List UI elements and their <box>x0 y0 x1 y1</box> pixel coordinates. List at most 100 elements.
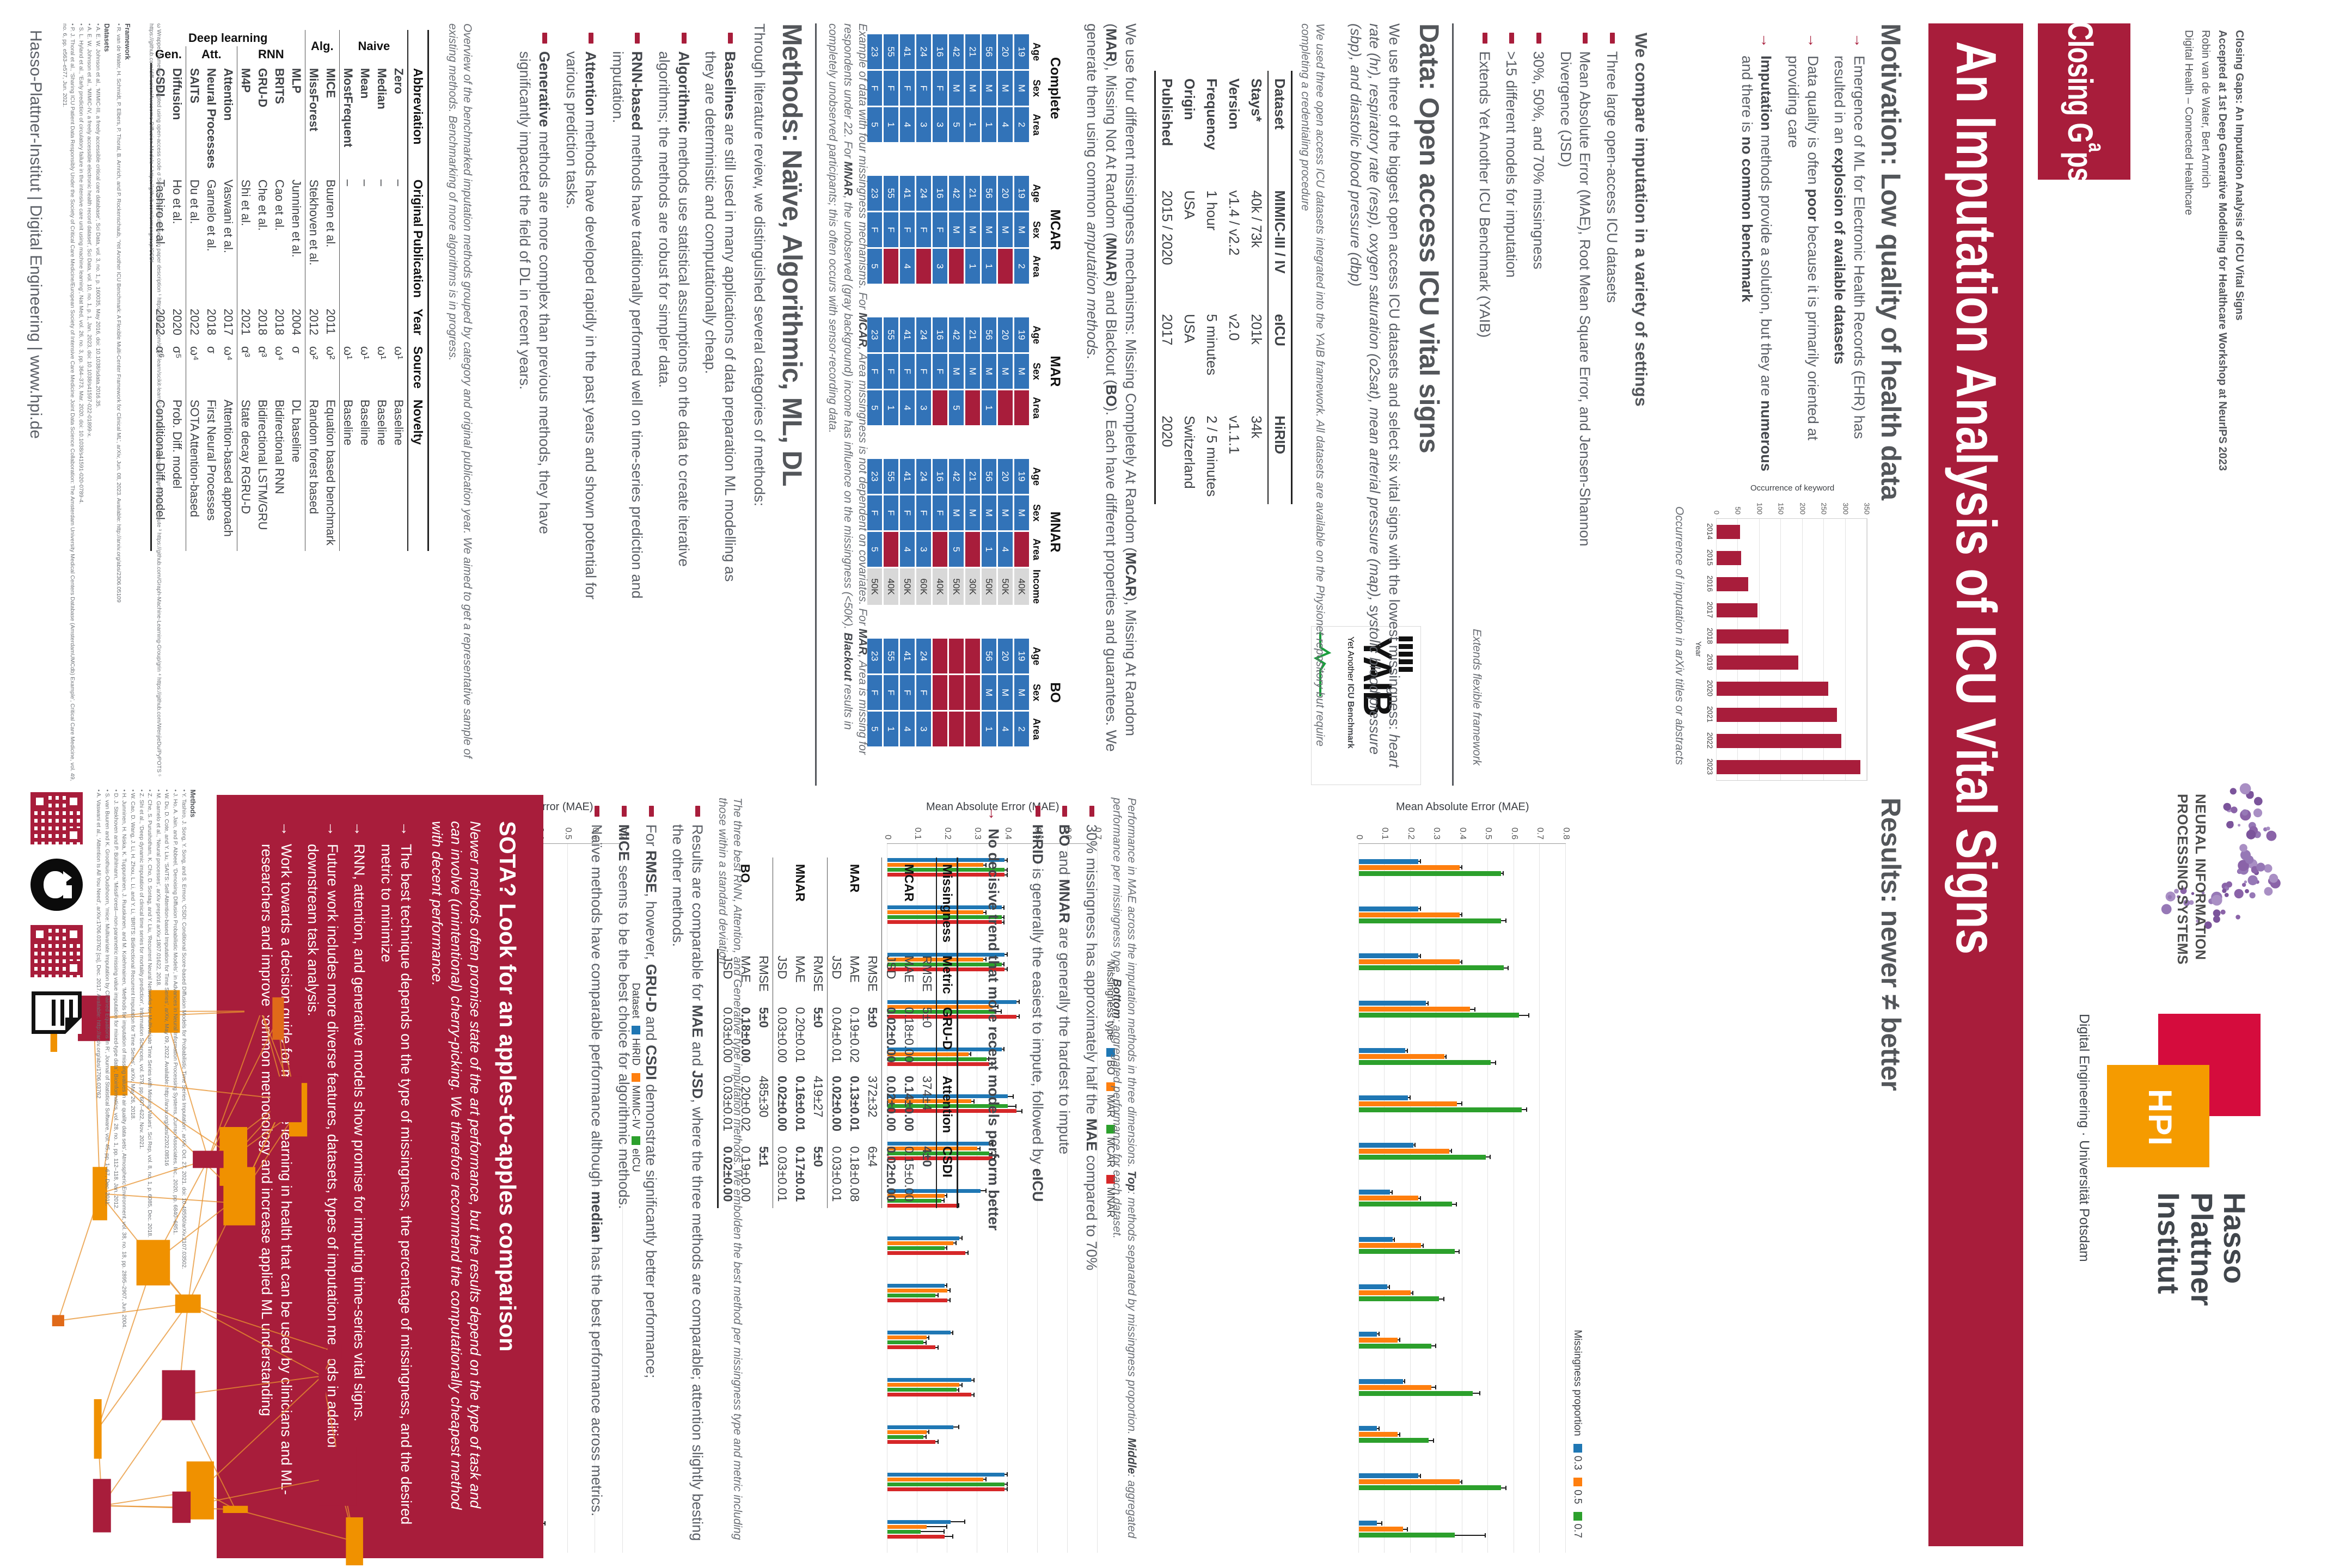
td-el: M <box>965 495 980 530</box>
table-row: 20 M 4 <box>998 639 1013 747</box>
b-el: Bottom <box>1110 978 1123 1019</box>
bar <box>1717 708 1837 722</box>
span-el <box>1460 1481 1462 1483</box>
mae-chart-by-proportion: Mean Absolute Error (MAE) 0 0.1 0.2 0.3 0.4 0.… <box>1351 798 1584 1560</box>
table-row: Median – ω¹ Baseline <box>373 30 390 551</box>
span-el <box>1431 1345 1437 1347</box>
td-el: 55 <box>884 459 898 494</box>
chart-legend: Missingness proportion 0.3 0.5 0.7 <box>1571 1330 1583 1538</box>
td-el: GRU-D <box>254 63 271 174</box>
th-el: Metric <box>936 949 958 1001</box>
methods-overview-table: Abbreviation Original Publication Year Sour… <box>150 30 429 551</box>
bar <box>1359 912 1462 917</box>
results-chart-caption: Performance in MAE across the imputation… <box>1110 798 1138 1539</box>
table-el: Age Sex Area 19 M 2 20 M 4 56 M 1 24 F 3 41 F 4 55 F 1 23 F 5 <box>866 637 1044 748</box>
td-el: M4P <box>237 63 255 174</box>
table-row: 55 F 40K <box>884 459 898 605</box>
table-row: 41 F 4 <box>900 176 915 284</box>
table-row: Published 2015 / 2020 2017 2020 <box>1155 71 1178 505</box>
span-el <box>1402 1381 1406 1382</box>
td-el: eICU <box>1268 281 1292 383</box>
bar <box>887 1236 963 1240</box>
rect-el <box>78 995 110 1042</box>
td-el: Naive <box>339 30 408 63</box>
div-el: 0.1 <box>1380 827 1390 840</box>
bullet-marker-icon <box>1583 33 1588 44</box>
bar-group <box>1359 985 1566 1033</box>
table-row: 19 M <box>1014 317 1029 425</box>
span-el <box>1007 1095 1014 1097</box>
bar <box>1359 1107 1527 1112</box>
div-el: Three large open-access ICU datasets <box>1604 51 1620 303</box>
circle-el <box>2238 860 2249 871</box>
b-el: MLP <box>290 68 304 94</box>
span-el: a <box>2084 143 2108 152</box>
div-el: 0.4 <box>1003 827 1013 840</box>
td-el: 3 <box>916 532 931 567</box>
bullet-item: → Data quality is often poor because it i… <box>1784 33 1822 485</box>
arrow-icon: → <box>985 806 1002 821</box>
span-el <box>1390 1191 1393 1193</box>
b-el: explosion of available datasets <box>1832 148 1848 365</box>
bar <box>1359 1527 1408 1532</box>
th-el: Sex <box>1031 504 1042 522</box>
th-el: Original Publication <box>408 174 428 303</box>
td-el: α³ <box>239 346 253 357</box>
bar <box>1359 871 1504 876</box>
reference-item: • A. Vaswani et al., ‘Attention Is All Y… <box>95 789 102 1099</box>
td-el <box>916 249 931 284</box>
div-el: Occurrence of keyword <box>1750 483 1835 493</box>
td-el: 1 <box>884 107 898 142</box>
bar <box>1359 918 1506 923</box>
bar <box>1359 1284 1390 1290</box>
td-el: 5±0 <box>809 1000 828 1069</box>
div-el: >15 different models for imputation <box>1503 51 1520 278</box>
td-el: 40K <box>884 568 898 605</box>
td-el: 1 <box>982 390 996 425</box>
td-el: Attention <box>220 63 237 174</box>
neurips-text-line2: PROCESSING SYSTEMS <box>2175 794 2191 965</box>
td-el: v1.1.1 <box>1226 415 1242 455</box>
th-el: Area <box>1031 538 1042 561</box>
bar <box>1359 1154 1491 1160</box>
table-row: Stays* 40k / 73k 201k 34k <box>1245 71 1268 504</box>
td-el: 40K <box>1014 568 1029 605</box>
td-el: 4 <box>900 390 915 425</box>
poster-subtitle: An Imputation Analysis of ICU Vital Sign… <box>1944 41 2008 955</box>
td-el: 0.02±0.00 <box>773 1069 792 1140</box>
circle-el <box>2213 909 2221 917</box>
source-symbols-note: ω Wrapper framework α Adapted using open… <box>148 23 162 777</box>
th-el: Year <box>408 303 428 341</box>
table-row: Version v1.4 / v2.2 v2.0 v1.1.1 <box>1223 71 1245 504</box>
table-row: 41 F 4 <box>900 639 915 747</box>
refs-datasets-list: • A. E. W. Johnson et al., ‘MIMIC-III, a… <box>61 23 101 786</box>
th-el: Age <box>1031 325 1042 344</box>
table-row: 42 M 5 <box>949 34 964 142</box>
td-el: 2011 <box>322 303 340 341</box>
table-row: 16 F 3 <box>933 34 947 142</box>
table-row: 56 M 1 <box>982 34 996 142</box>
td-el: 1 <box>884 712 898 747</box>
td-el: 16 <box>933 176 947 211</box>
table-row: 42 M <box>949 176 964 284</box>
reference-item: • A. E. W. Johnson et al., ‘MIMIC-III, a… <box>94 23 101 408</box>
span-el <box>971 1379 975 1381</box>
refs-framework-list: • R. van de Water, H. Schmidt, P. Elbers… <box>114 23 122 786</box>
table-row: Gen. Diffusion Ho et al. 2020 σ⁵ Prob. Diff. … <box>151 30 186 551</box>
circle-el <box>2241 883 2246 887</box>
bar <box>887 1520 966 1524</box>
span-el <box>1573 1478 1582 1487</box>
reference-item: • H. Junninen, H. Niska, K. Tuppurainen,… <box>121 789 128 1329</box>
span-el <box>1016 1016 1020 1018</box>
bar-group <box>1359 1033 1566 1080</box>
circle-el <box>2253 808 2263 818</box>
bullet-item: MICE seems to be the best choice for alg… <box>614 806 634 1557</box>
td-el <box>1014 390 1029 425</box>
span-el: Closing G <box>2061 21 2100 143</box>
table-row: MAR RMSE 5±0 372±32 6±4 <box>827 857 882 1209</box>
td-el: 42 <box>949 459 964 494</box>
rect-el <box>270 1076 302 1123</box>
bar <box>1717 656 1798 670</box>
td-el: 20 <box>998 34 1013 69</box>
td-el: 60K <box>916 568 931 605</box>
